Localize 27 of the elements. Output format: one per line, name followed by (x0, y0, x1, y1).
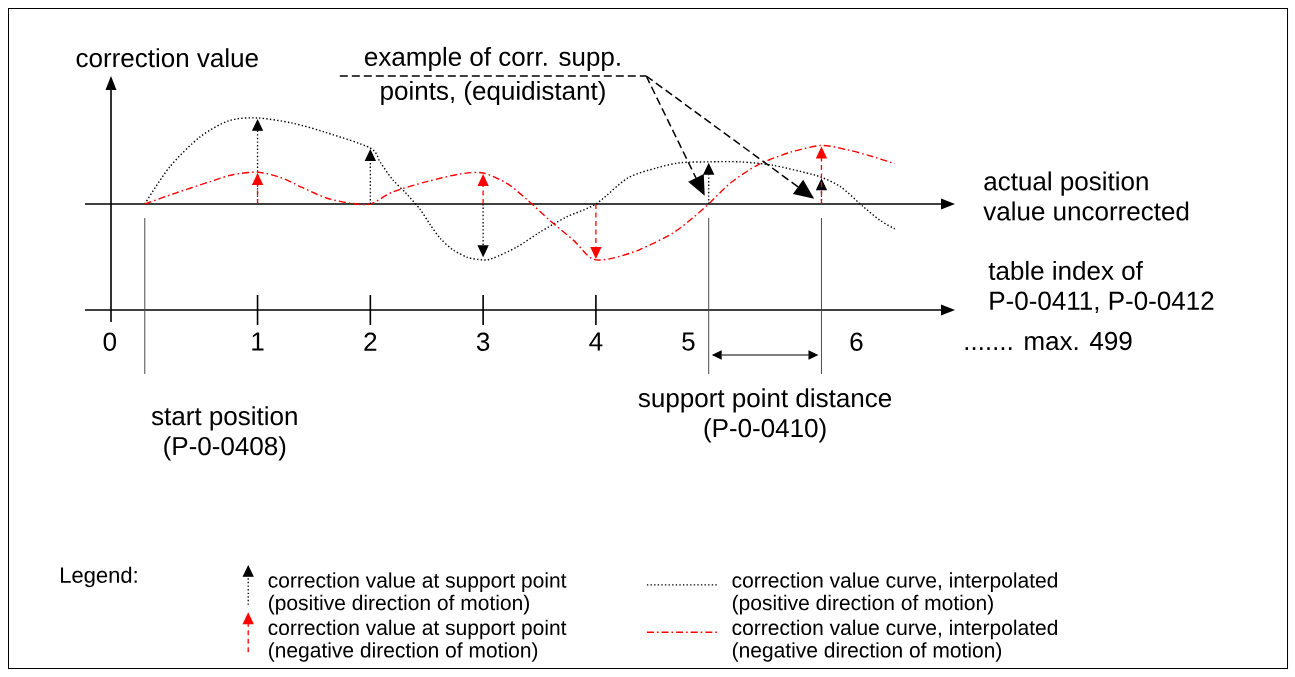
text: example of corr. supp. points, (equidistant) (365, 46, 620, 106)
point (816, 147, 827, 159)
x-tick-label: 0 (103, 332, 117, 351)
legend-label: correction value at support point (negative direction of motion) (268, 619, 567, 662)
x-tick-label: 2 (364, 332, 377, 351)
legend-label: correction value curve, interpolated (negative direction of motion) (732, 619, 1058, 662)
point (590, 247, 602, 259)
x-tick-label: 3 (476, 332, 490, 351)
x-tick-label: 4 (589, 332, 603, 351)
x2-axis-title: actual position value uncorrected (983, 171, 1189, 221)
x-axis-title: table index of P-0-0411, P-0-0412 (988, 260, 1214, 314)
text: support point distance (P-0-0410) (638, 388, 892, 443)
point (365, 149, 376, 161)
x-tick-label: 1 (252, 332, 264, 351)
point (477, 174, 489, 186)
x-tick-label: 6 (850, 332, 863, 351)
point (703, 163, 714, 175)
point (252, 173, 263, 186)
text: ....... max. 499 (965, 331, 1132, 351)
legend-label: correction value at support point (positive direction of motion) (268, 572, 567, 615)
point (477, 245, 489, 257)
legend-title: Legend: (61, 566, 137, 588)
x-tick-label: 5 (682, 332, 695, 351)
ref-line-label: start position (P-0-0408) (151, 406, 297, 461)
legend-label: correction value curve, interpolated (positive direction of motion) (732, 572, 1058, 615)
y-axis-title: correction value (76, 48, 258, 68)
point (252, 119, 263, 131)
